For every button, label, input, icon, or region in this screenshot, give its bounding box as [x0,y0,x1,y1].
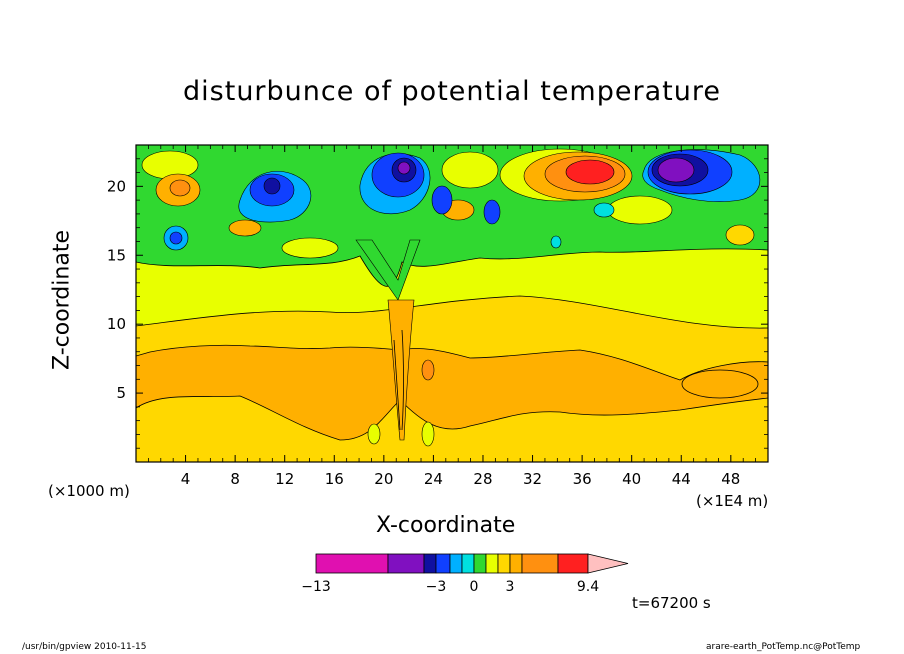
colorbar-segment [449,553,463,574]
time-label: t=67200 s [632,594,711,612]
colorbar-segment [557,553,589,574]
colorbar-segment [387,553,425,574]
x-axis-scale-label-left: (×1000 m) [48,482,130,500]
x-tick-label: 24 [424,470,443,488]
colorbar-tick-label: −13 [301,579,331,595]
x-tick-label: 8 [230,470,240,488]
colorbar-tick-label: 9.4 [577,579,599,595]
x-tick-label: 28 [473,470,492,488]
x-tick-label: 12 [275,470,294,488]
colorbar-segment [485,553,499,574]
x-axis-label: X-coordinate [376,513,516,538]
colorbar: −13 −3 0 3 9.4 [301,553,629,595]
x-tick-label: 4 [181,470,191,488]
x-tick-label: 48 [721,470,740,488]
colorbar-segment [423,553,437,574]
x-tick-label: 32 [523,470,542,488]
colorbar-extend-arrow [587,553,629,574]
colorbar-tick-label: 0 [470,579,479,595]
chart-title: disturbunce of potential temperature [183,76,721,107]
colorbar-segment [461,553,475,574]
y-tick-label: 5 [116,384,126,402]
colorbar-segment [473,553,487,574]
colorbar-tick-label: −3 [426,579,447,595]
x-tick-label: 16 [325,470,344,488]
x-tick-label: 40 [622,470,641,488]
heatmap-field [136,145,768,462]
x-tick-label: 44 [672,470,691,488]
y-tick-label: 10 [107,315,126,333]
colorbar-tick-label: 3 [506,579,515,595]
colorbar-segment [521,553,559,574]
y-tick-label: 15 [107,246,126,264]
footer-left: /usr/bin/gpview 2010-11-15 [22,642,147,652]
x-axis-scale-label-right: (×1E4 m) [696,492,769,510]
y-tick-label: 20 [107,177,126,195]
colorbar-segment [497,553,511,574]
colorbar-segment [435,553,451,574]
colorbar-segment [315,553,389,574]
colorbar-segment [509,553,523,574]
x-tick-label: 20 [374,470,393,488]
plot-frame [135,144,769,463]
footer-right: arare-earth_PotTemp.nc@PotTemp [706,642,861,652]
x-tick-label: 36 [573,470,592,488]
